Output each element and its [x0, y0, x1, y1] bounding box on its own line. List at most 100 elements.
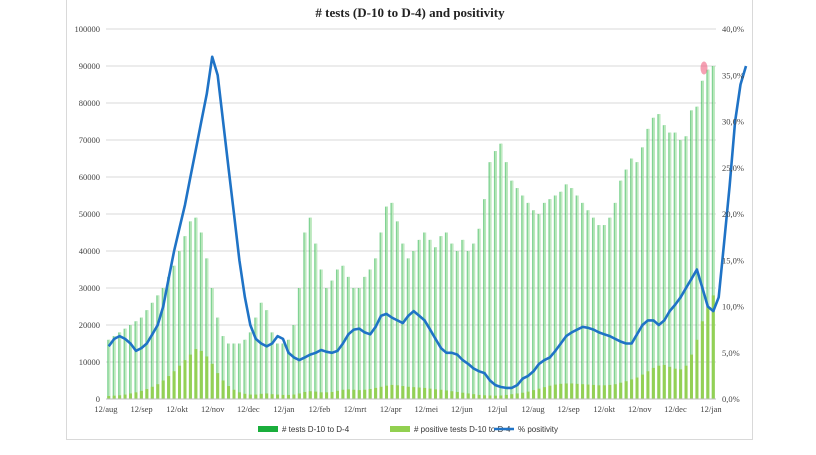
- tests-bar-highlight: [473, 243, 475, 399]
- tests-bar-highlight: [707, 69, 710, 399]
- tests-bar-highlight: [266, 310, 269, 399]
- positive-bar: [178, 365, 182, 399]
- tests-bar-highlight: [239, 343, 241, 399]
- tests-bar-highlight: [375, 258, 377, 399]
- positive-bar: [308, 391, 312, 399]
- positive-bar: [265, 393, 269, 399]
- positive-bar: [619, 382, 623, 399]
- positive-bar: [357, 390, 361, 399]
- positive-bar: [390, 384, 394, 399]
- x-tick-label: 12/mei: [414, 404, 438, 414]
- y-tick-label: 0: [96, 394, 100, 404]
- positive-bar: [515, 393, 519, 399]
- x-tick-label: 12/sep: [130, 404, 152, 414]
- tests-bar-highlight: [124, 328, 127, 399]
- tests-bar-highlight: [386, 206, 388, 399]
- positive-bar: [575, 383, 579, 399]
- positive-bar: [689, 354, 693, 399]
- legend-swatch-tests: [258, 426, 278, 432]
- tests-bar-highlight: [353, 288, 356, 399]
- positive-bar: [493, 395, 497, 399]
- positive-bar: [510, 394, 514, 399]
- positive-bar: [483, 395, 487, 399]
- positive-bar: [395, 385, 399, 399]
- y2-tick-label: 10,0%: [722, 302, 744, 312]
- tests-bar-highlight: [544, 202, 546, 399]
- tests-bar-highlight: [310, 217, 312, 399]
- positive-bar: [423, 387, 427, 399]
- tests-bar-highlight: [337, 269, 339, 399]
- positive-bar: [434, 389, 438, 399]
- x-tick-label: 12/okt: [166, 404, 188, 414]
- positive-bar: [297, 393, 301, 399]
- positive-bar: [167, 376, 171, 399]
- positive-bar: [303, 391, 307, 399]
- tests-bar-highlight: [446, 232, 448, 399]
- tests-bar-highlight: [636, 162, 639, 399]
- tests-bar-highlight: [288, 339, 290, 399]
- tests-bar-highlight: [571, 188, 574, 399]
- x-tick-label: 12/jul: [488, 404, 508, 414]
- tests-bar-highlight: [631, 158, 633, 399]
- tests-bar-highlight: [141, 317, 143, 399]
- positive-bar: [129, 393, 133, 399]
- y2-tick-label: 5,0%: [722, 348, 740, 358]
- tests-bar-highlight: [495, 151, 497, 399]
- tests-bar-highlight: [195, 217, 198, 399]
- positive-bar: [150, 386, 154, 399]
- positive-bar: [254, 394, 258, 399]
- positive-bar: [428, 388, 432, 399]
- positive-bar: [319, 392, 323, 399]
- positive-bar: [281, 394, 285, 399]
- tests-bar-highlight: [342, 265, 345, 399]
- positive-bar: [172, 371, 176, 399]
- positive-bar: [504, 394, 508, 399]
- tests-bar-highlight: [685, 136, 688, 400]
- positive-bar: [379, 386, 383, 399]
- positive-bar: [188, 354, 192, 399]
- positive-bar: [499, 395, 503, 399]
- y2-tick-label: 15,0%: [722, 255, 744, 265]
- positive-bars: [107, 295, 715, 399]
- y2-tick-label: 20,0%: [722, 209, 744, 219]
- tests-bar-highlight: [397, 221, 399, 399]
- positive-bar: [461, 392, 465, 399]
- positive-bar: [624, 381, 628, 399]
- positive-bar: [412, 387, 416, 399]
- positive-bar: [368, 389, 372, 399]
- x-tick-label: 12/jun: [451, 404, 473, 414]
- positive-bar: [401, 386, 405, 399]
- x-tick-label: 12/aug: [94, 404, 118, 414]
- tests-bar-highlight: [212, 288, 214, 399]
- positive-bar: [161, 380, 165, 399]
- positive-bar: [706, 306, 710, 399]
- tests-bar-highlight: [424, 232, 426, 399]
- y2-tick-label: 40,0%: [722, 24, 744, 34]
- tests-bar-highlight: [566, 184, 568, 399]
- tests-bar-highlight: [364, 276, 367, 399]
- tests-bar-highlight: [451, 243, 454, 399]
- tests-bar-highlight: [555, 195, 557, 399]
- positive-bar: [335, 390, 339, 399]
- tests-bar-highlight: [642, 147, 644, 399]
- tests-bar-highlight: [152, 302, 154, 399]
- tests-bar-highlight: [201, 232, 203, 399]
- tests-bar-highlight: [326, 288, 328, 399]
- positive-bar: [608, 384, 612, 399]
- tests-bar-highlight: [511, 180, 514, 399]
- tests-bar-highlight: [271, 332, 274, 399]
- tests-bar-highlight: [462, 239, 465, 399]
- y-tick-label: 20000: [79, 320, 100, 330]
- tests-bar-highlight: [228, 343, 230, 399]
- positive-bar: [564, 383, 568, 399]
- y2-axis-ticks: 0,0% 5,0% 10,0% 15,0% 20,0% 25,0% 30,0% 35,0% 40…: [722, 24, 744, 404]
- tests-bar-highlight: [582, 202, 584, 399]
- tests-bar-highlight: [440, 236, 443, 399]
- x-tick-label: 12/dec: [237, 404, 260, 414]
- legend-label-tests: # tests D-10 to D-4: [282, 425, 350, 434]
- x-tick-label: 12/apr: [380, 404, 402, 414]
- x-tick-label: 12/sep: [558, 404, 580, 414]
- positive-bar: [532, 390, 536, 399]
- positive-bar: [673, 368, 677, 399]
